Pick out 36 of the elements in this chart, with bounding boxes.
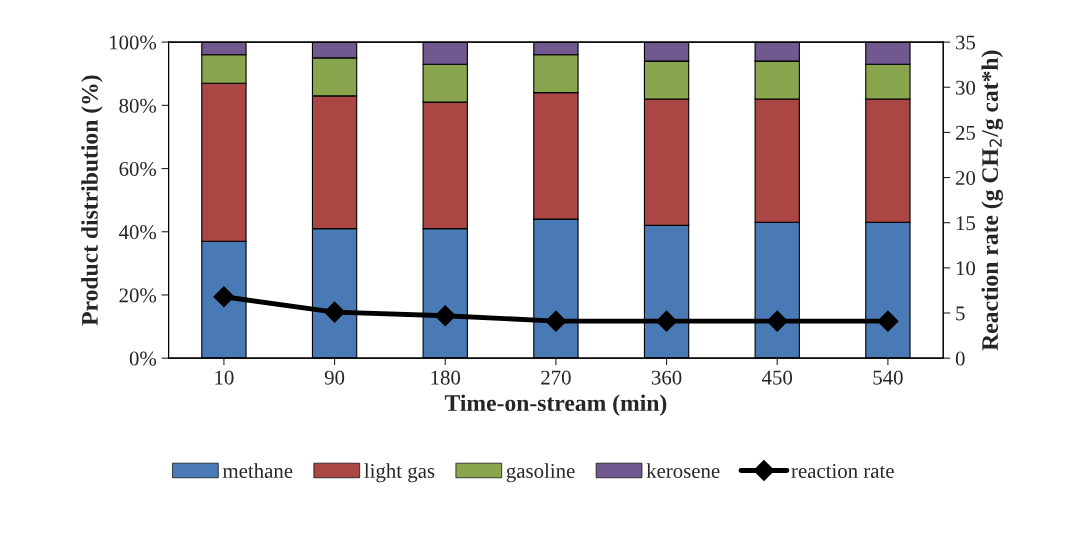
y-axis-title: Product distribution (%)	[81, 75, 103, 326]
point	[877, 310, 899, 332]
y2-tick-label: 25	[955, 125, 976, 140]
x-tick-label: 180	[431, 370, 461, 385]
x-tick-label: 450	[762, 370, 793, 385]
y-tick-label: 40%	[119, 225, 157, 240]
point	[656, 310, 678, 332]
y-tick-label: 0%	[129, 351, 157, 366]
legend-label: reaction rate	[791, 463, 894, 478]
point	[766, 310, 788, 332]
legend-label: light gas	[364, 463, 435, 483]
y-tick-label: 80%	[119, 98, 157, 113]
x-tick-label: 360	[651, 370, 682, 385]
y2-tick-label: 20	[955, 170, 976, 185]
y2-axis-title: Reaction rate (g CH$_{2}$/g cat*h)	[981, 50, 1004, 351]
legend-label: methane	[222, 463, 293, 478]
point	[545, 310, 567, 332]
y2-tick-label: 10	[956, 261, 976, 276]
x-axis-title: Time-on-stream (min)	[444, 394, 667, 416]
y-tick-label: 60%	[119, 161, 157, 177]
y2-tick-label: 15	[956, 216, 976, 231]
y-tick-label: 100%	[110, 35, 157, 50]
y2-tick-label: 30	[956, 80, 976, 95]
y2-tick-label: 35	[956, 35, 976, 50]
y-tick-label: 20%	[119, 288, 157, 303]
point	[213, 286, 235, 308]
x-tick-label: 90	[324, 370, 345, 385]
legend-label: kerosene	[646, 463, 720, 478]
point	[434, 305, 456, 327]
x-tick-label: 10	[215, 370, 234, 385]
point	[324, 301, 346, 323]
x-tick-label: 270	[541, 370, 571, 385]
y2-tick-label: 5	[956, 306, 965, 321]
legend-label: gasoline	[506, 463, 575, 483]
y2-tick-label: 0	[955, 351, 965, 366]
x-tick-label: 540	[873, 370, 903, 385]
